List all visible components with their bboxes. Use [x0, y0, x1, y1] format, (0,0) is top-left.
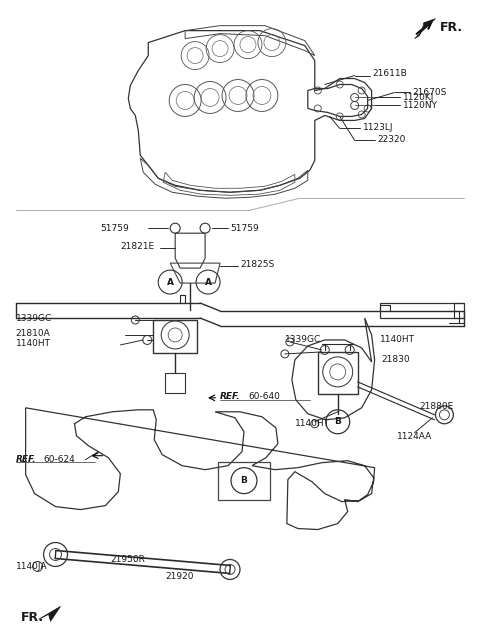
Text: 1140HT: 1140HT	[380, 335, 415, 345]
Text: 1140HT: 1140HT	[16, 340, 51, 349]
Text: 21950R: 21950R	[110, 555, 145, 564]
Text: 22320: 22320	[378, 135, 406, 144]
Text: 60-640: 60-640	[248, 392, 280, 401]
Text: 1120NY: 1120NY	[403, 101, 438, 110]
Text: 21670S: 21670S	[412, 88, 447, 97]
Text: FR.: FR.	[439, 20, 463, 34]
Text: B: B	[240, 476, 247, 485]
Text: 1339GC: 1339GC	[16, 314, 52, 324]
Text: 21821E: 21821E	[120, 242, 155, 251]
Text: FR.: FR.	[21, 611, 44, 624]
Text: 21830: 21830	[382, 356, 410, 364]
Text: 51759: 51759	[230, 224, 259, 233]
Text: 1140JA: 1140JA	[16, 562, 47, 571]
Text: 21611B: 21611B	[372, 69, 408, 78]
Text: A: A	[167, 277, 174, 287]
Text: 51759: 51759	[100, 224, 129, 233]
Text: 1124AA: 1124AA	[397, 432, 432, 441]
Text: 1120KJ: 1120KJ	[403, 93, 434, 102]
Polygon shape	[38, 606, 60, 621]
Text: 1123LJ: 1123LJ	[363, 123, 393, 132]
Text: REF.: REF.	[16, 455, 36, 464]
Text: 1140HT: 1140HT	[295, 419, 330, 428]
Polygon shape	[415, 18, 435, 39]
Text: A: A	[204, 277, 212, 287]
Text: 21920: 21920	[165, 572, 194, 581]
Text: 21810A: 21810A	[16, 329, 50, 338]
Text: 1339GC: 1339GC	[285, 335, 321, 345]
Text: 60-624: 60-624	[44, 455, 75, 464]
Text: REF.: REF.	[220, 392, 240, 401]
Text: B: B	[334, 417, 341, 426]
Text: 21880E: 21880E	[420, 403, 454, 411]
Text: 21825S: 21825S	[240, 259, 274, 268]
